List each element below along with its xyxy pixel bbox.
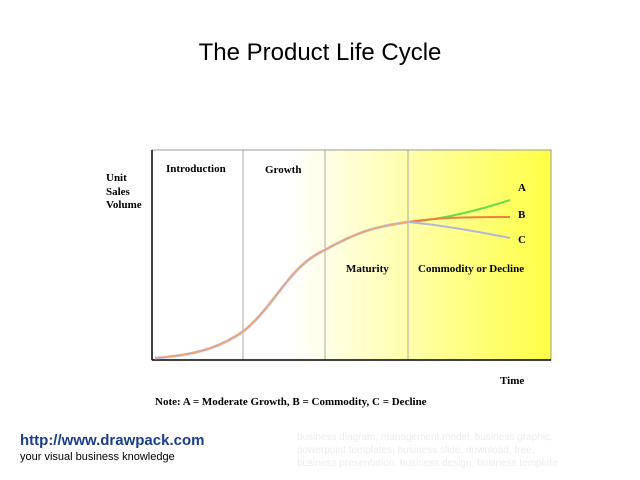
footer-tagline: your visual business knowledge bbox=[20, 451, 175, 463]
title: The Product Life Cycle bbox=[199, 39, 442, 66]
curve-b bbox=[407, 216, 511, 223]
footer-url: http://www.drawpack.com bbox=[20, 432, 204, 449]
note: Note: A = Moderate Growth, B = Commodity… bbox=[155, 396, 427, 408]
y-axis-label: Sales bbox=[106, 186, 131, 198]
stage-label: Introduction bbox=[166, 163, 226, 175]
footer-keywords: business diagram, management model, busi… bbox=[297, 432, 553, 443]
curve-label: A bbox=[518, 182, 526, 194]
curve-label: B bbox=[518, 209, 526, 221]
plot-area bbox=[151, 149, 552, 361]
y-axis-label: Unit bbox=[106, 172, 127, 184]
footer-keywords: business presentation, business design, … bbox=[297, 458, 558, 469]
curve-c bbox=[407, 221, 511, 239]
curve-label: C bbox=[518, 234, 526, 246]
y-axis-label: Volume bbox=[106, 199, 142, 211]
stage-label: Maturity bbox=[346, 263, 389, 275]
footer-keywords: powerpoint templates, business slide, do… bbox=[297, 445, 534, 456]
stage-label: Commodity or Decline bbox=[418, 263, 524, 275]
curve-shared bbox=[154, 221, 409, 359]
x-axis-label: Time bbox=[500, 375, 524, 387]
stage-label: Growth bbox=[265, 164, 301, 176]
